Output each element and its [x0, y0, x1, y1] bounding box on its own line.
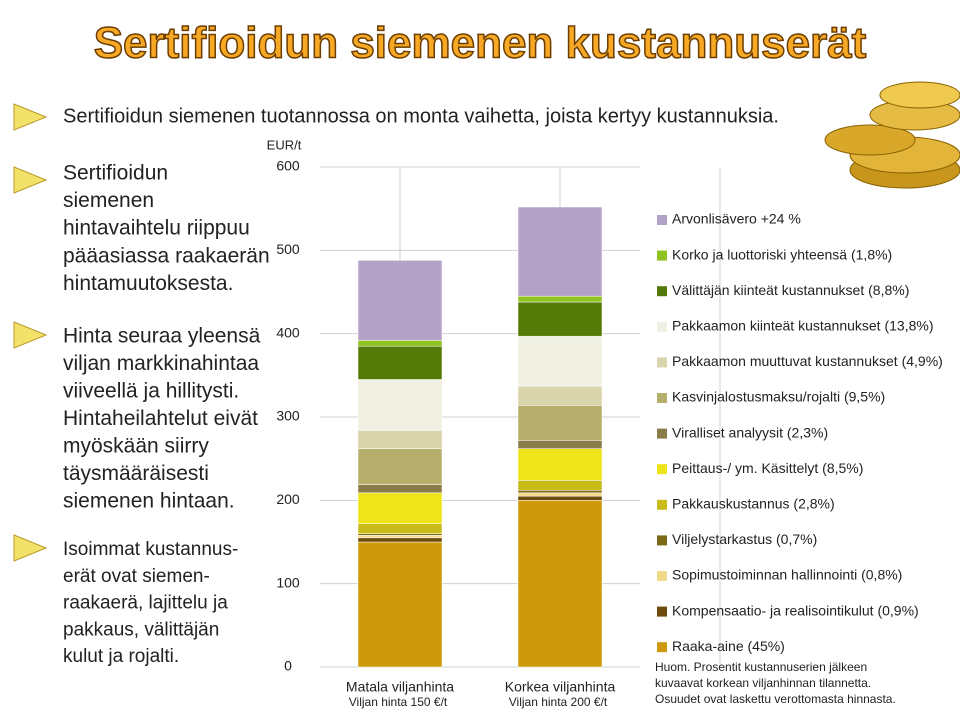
- bullet-text: Hintaheilahtelut eivät: [63, 407, 258, 430]
- bar-segment: [357, 535, 443, 539]
- bar-segment: [517, 385, 603, 406]
- x-tick-label: Matala viljanhinta: [346, 679, 454, 695]
- bullet-text: viljan markkinahintaa: [63, 352, 259, 375]
- legend-label: Pakkauskustannus (2,8%): [672, 496, 835, 512]
- y-tick-label: 0: [284, 658, 292, 674]
- bullet-text: raakaerä, lajittelu ja: [63, 593, 228, 614]
- bar-segment: [357, 448, 443, 485]
- legend-label: Arvonlisävero +24 %: [672, 211, 801, 227]
- x-tick-label: Korkea viljanhinta: [505, 679, 616, 695]
- bullet-text: hintamuutoksesta.: [63, 272, 233, 295]
- legend-label: Sopimustoiminnan hallinnointi (0,8%): [672, 567, 902, 583]
- bullet-text: Sertifioidun siemenen tuotannossa on mon…: [63, 105, 779, 127]
- legend-swatch: [657, 571, 667, 581]
- bar-segment: [517, 495, 603, 501]
- bar-segment: [517, 448, 603, 481]
- bar-segment: [357, 492, 443, 524]
- legend-swatch: [657, 606, 667, 617]
- chart-note: kuvaavat korkean viljanhinnan tilannetta…: [655, 676, 871, 690]
- bar-segment: [517, 206, 603, 297]
- bar-segment: [357, 345, 443, 380]
- bullet-text: erät ovat siemen-: [63, 566, 210, 587]
- bar-segment: [357, 537, 443, 543]
- bar-segment: [357, 484, 443, 494]
- legend-swatch: [657, 393, 667, 403]
- bullet-arrows: [13, 103, 48, 562]
- chart-note: Huom. Prosentit kustannuserien jälkeen: [655, 660, 867, 674]
- legend-label: Kompensaatio- ja realisointikulut (0,9%): [672, 602, 919, 618]
- chart-note: Osuudet ovat laskettu verottomasta hinna…: [655, 692, 896, 706]
- x-tick-note: Viljan hinta 150 €/t: [349, 695, 448, 709]
- bullet-text: kulut ja rojalti.: [63, 646, 179, 667]
- bullet-text: hintavaihtelu riippuu: [63, 217, 250, 240]
- bullet-text: pakkaus, välittäjän: [63, 619, 219, 640]
- legend-label: Viralliset analyysit (2,3%): [672, 424, 828, 440]
- bullet-text: Hinta seuraa yleensä: [63, 325, 261, 348]
- legend-swatch: [657, 499, 667, 510]
- y-axis-label: EUR/t: [267, 137, 302, 152]
- bullet-text: viiveellä ja hillitysti.: [63, 380, 239, 403]
- y-tick-label: 500: [276, 241, 300, 257]
- bar-segment: [517, 301, 603, 337]
- legend-swatch: [657, 464, 667, 475]
- legend-swatch: [657, 215, 667, 225]
- bar-segment: [357, 523, 443, 534]
- bar-segment: [517, 492, 603, 497]
- bullet-text: pääasiassa raakaerän: [63, 244, 270, 267]
- legend-swatch: [657, 642, 667, 653]
- bar-segment: [517, 335, 603, 387]
- y-tick-label: 100: [276, 574, 300, 590]
- bullet-text: siemenen hintaan.: [63, 490, 235, 513]
- y-tick-label: 400: [276, 324, 300, 340]
- legend-swatch: [657, 535, 667, 546]
- y-tick-label: 300: [276, 408, 300, 424]
- bullet-text: myöskään siirry: [63, 435, 209, 458]
- y-tick-label: 600: [276, 158, 300, 174]
- legend-swatch: [657, 286, 667, 297]
- bar-segment: [357, 260, 443, 341]
- bullet-text: täysmääräisesti: [63, 462, 209, 485]
- legend-swatch: [657, 357, 667, 368]
- legend-swatch: [657, 321, 667, 332]
- legend-label: Raaka-aine (45%): [672, 638, 785, 654]
- coins-decoration: [824, 81, 960, 189]
- bullet-text: Isoimmat kustannus-: [63, 539, 238, 560]
- legend-swatch: [657, 428, 667, 439]
- bar-segment: [517, 405, 603, 441]
- bar-segment: [357, 379, 443, 431]
- slide-title: Sertifioidun siemenen kustannuserät: [94, 19, 867, 68]
- legend-label: Pakkaamon muuttuvat kustannukset (4,9%): [672, 353, 943, 369]
- bar-segment: [357, 340, 443, 347]
- bar-segment: [517, 480, 603, 491]
- bar-segment: [517, 500, 603, 668]
- bar-segment: [517, 295, 603, 303]
- legend-label: Viljelystarkastus (0,7%): [672, 531, 817, 547]
- bar-segment: [517, 490, 603, 494]
- legend-label: Välittäjän kiinteät kustannukset (8,8%): [672, 282, 909, 298]
- x-tick-note: Viljan hinta 200 €/t: [509, 695, 608, 709]
- bullet-text: siemenen: [63, 189, 154, 212]
- legend-label: Kasvinjalostusmaksu/rojalti (9,5%): [672, 389, 885, 405]
- y-tick-label: 200: [276, 491, 300, 507]
- legend-label: Peittaus-/ ym. Käsittelyt (8,5%): [672, 460, 863, 476]
- bar-segment: [517, 440, 603, 449]
- legend-label: Pakkaamon kiinteät kustannukset (13,8%): [672, 318, 933, 334]
- bar-segment: [357, 541, 443, 668]
- legend-label: Korko ja luottoriski yhteensä (1,8%): [672, 246, 892, 262]
- bar-segment: [357, 430, 443, 449]
- legend-swatch: [657, 250, 667, 261]
- bullet-text: Sertifioidun: [63, 162, 168, 185]
